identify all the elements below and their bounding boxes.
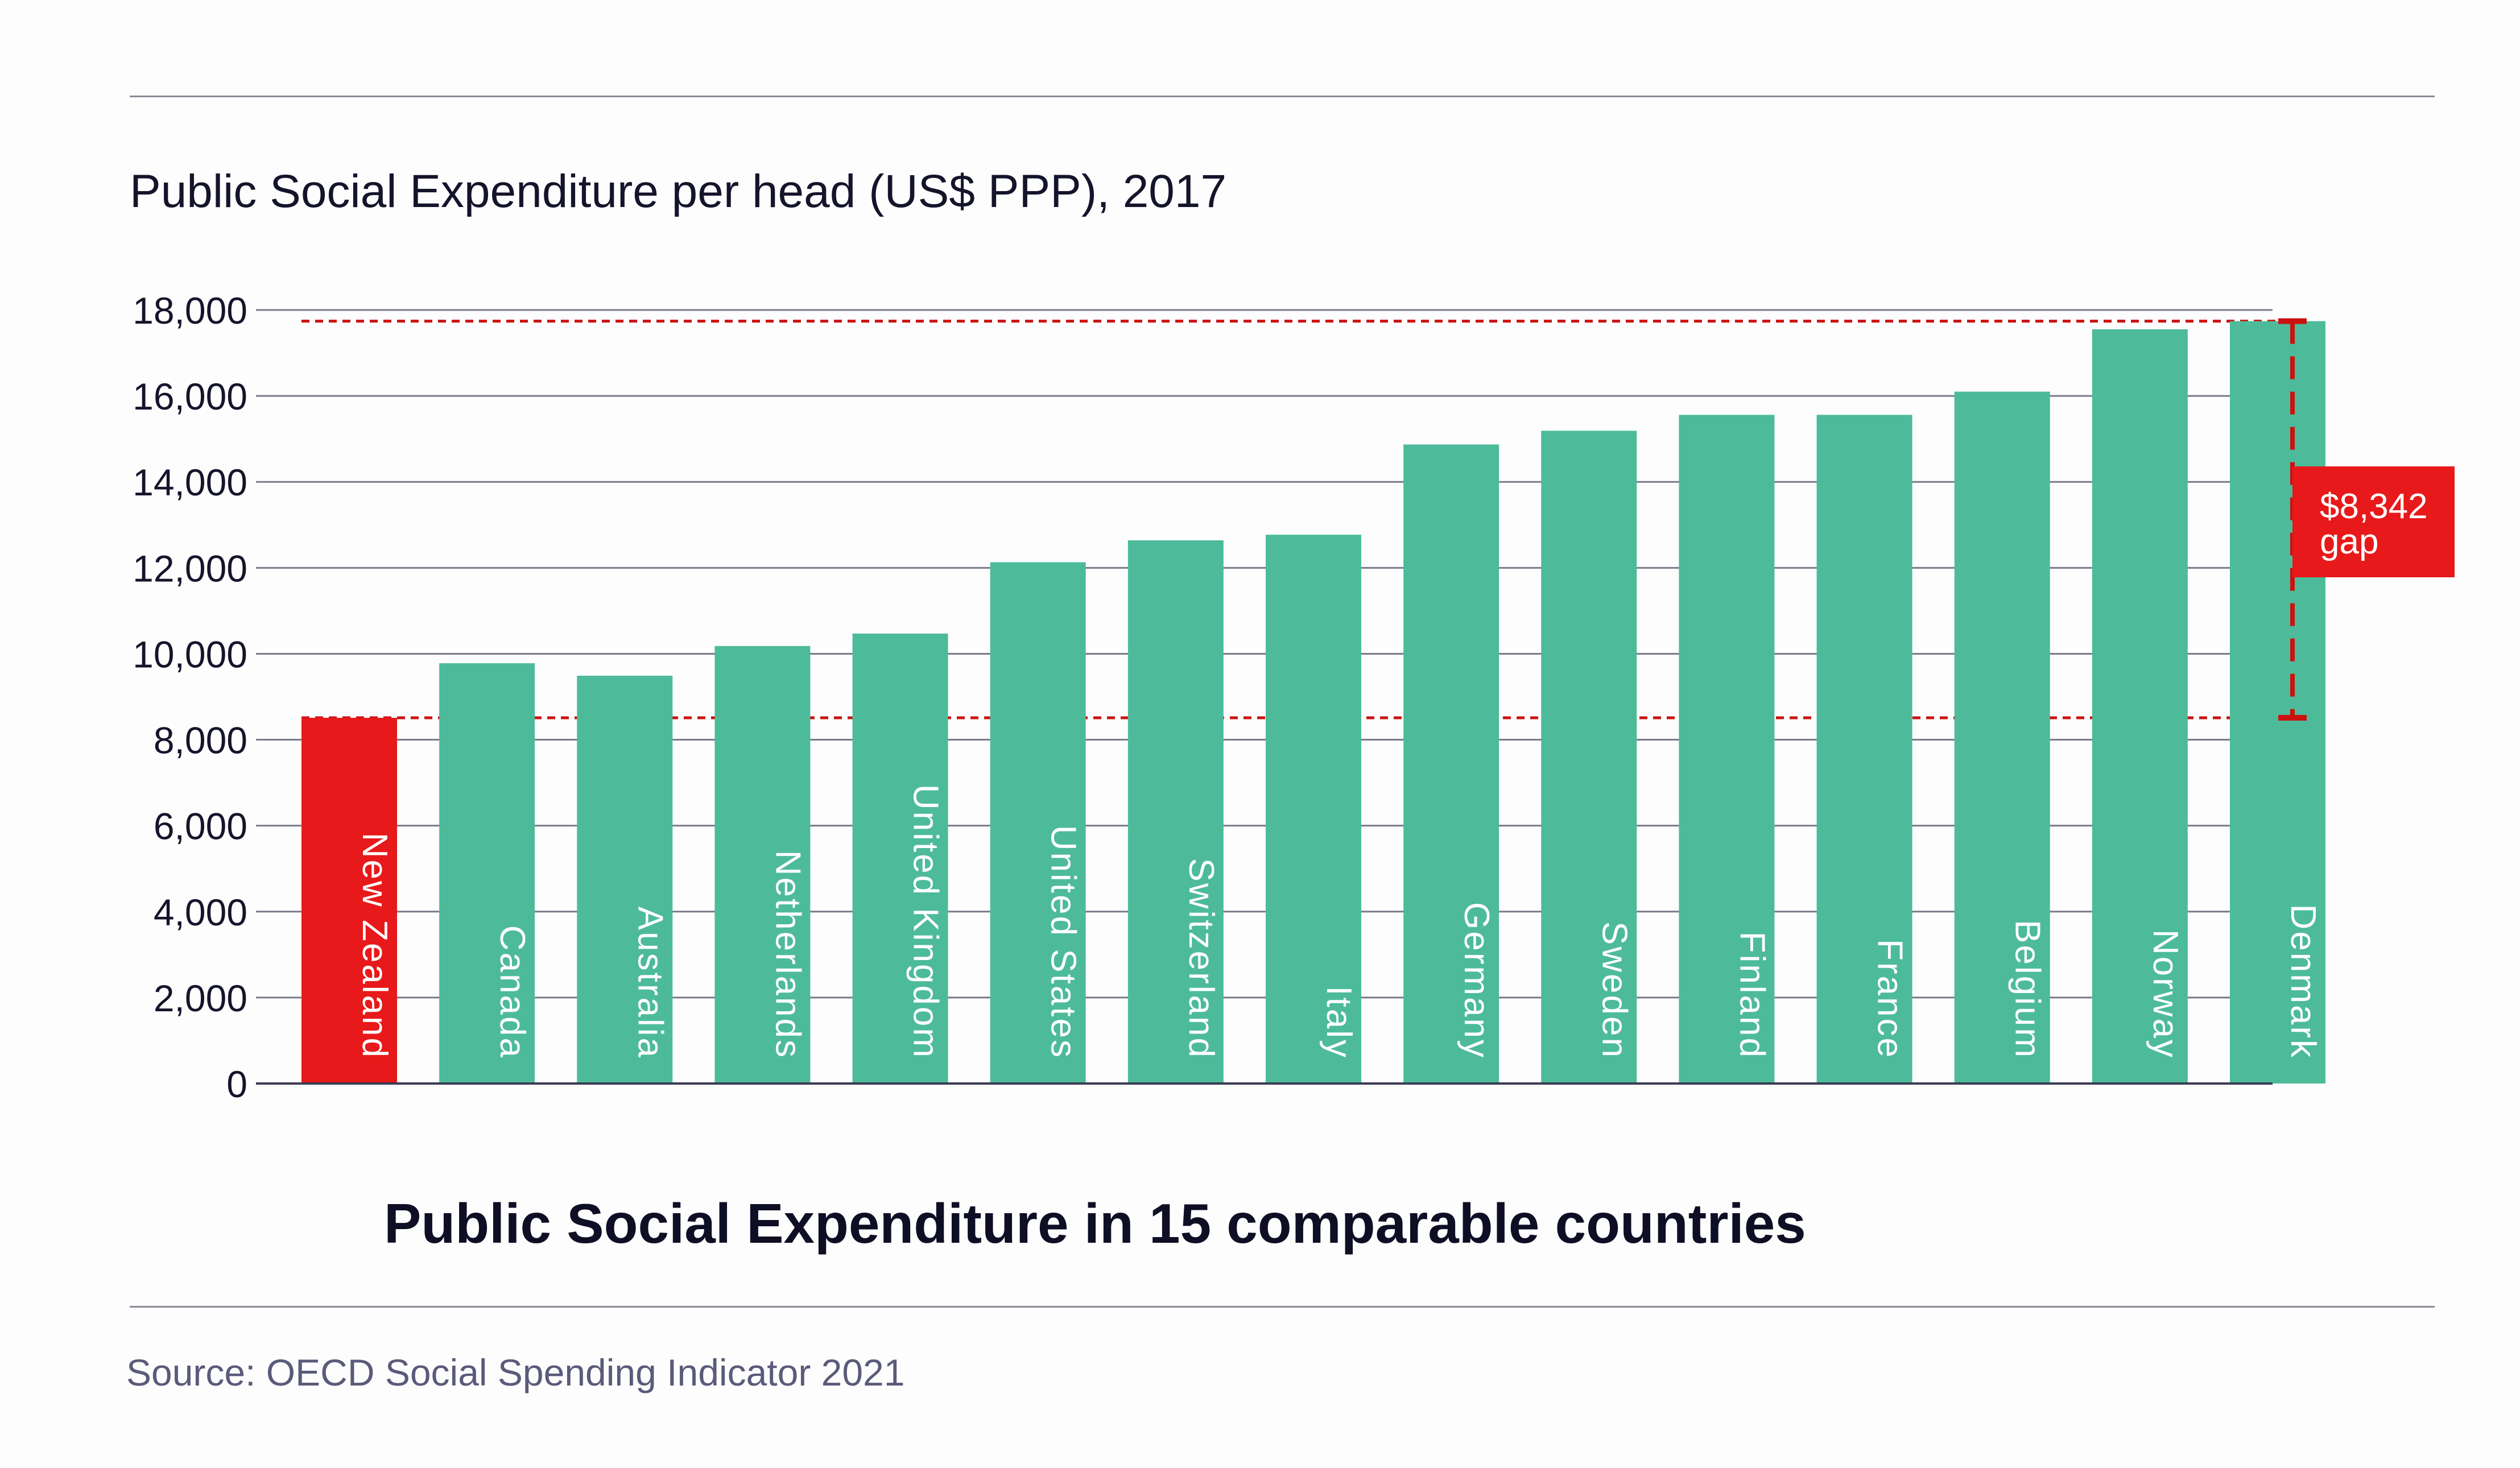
bar-label: Finland	[1732, 932, 1771, 1059]
bar-norway	[2092, 329, 2188, 1084]
bar-label: Canada	[493, 925, 532, 1059]
y-tick-label: 10,000	[133, 633, 247, 675]
y-tick-label: 14,000	[133, 461, 247, 503]
y-tick-label: 6,000	[154, 805, 247, 847]
bar-label: United Kingdom	[906, 784, 945, 1059]
gap-annotation: $8,342 gap	[2292, 466, 2455, 577]
y-tick-label: 12,000	[133, 547, 247, 589]
y-tick-label: 8,000	[154, 719, 247, 762]
bar-label: Australia	[630, 907, 670, 1059]
bar-sweden	[1541, 431, 1637, 1084]
bar-united-kingdom	[852, 633, 948, 1084]
bar-australia	[577, 675, 673, 1084]
gap-amount: $8,342	[2320, 487, 2428, 526]
bar-label: Switzerland	[1181, 858, 1221, 1059]
chart-subtitle: Public Social Expenditure per head (US$ …	[130, 166, 1227, 217]
y-tick-label: 0	[226, 1063, 247, 1105]
bar-belgium	[1954, 391, 2050, 1084]
bar-label: Denmark	[2283, 904, 2323, 1059]
bar-united-states	[990, 562, 1086, 1084]
bar-germany	[1403, 444, 1499, 1084]
bar-denmark	[2230, 321, 2325, 1084]
bar-label: Netherlands	[768, 850, 807, 1059]
chart-title: Public Social Expenditure in 15 comparab…	[384, 1192, 1806, 1255]
bar-label: Germany	[1457, 902, 1496, 1059]
y-tick-label: 16,000	[133, 375, 247, 417]
bottom-divider	[130, 1306, 2435, 1308]
top-divider	[130, 96, 2435, 97]
gap-word: gap	[2320, 522, 2379, 561]
bar-italy	[1266, 535, 1361, 1084]
bar-label: Belgium	[2008, 920, 2047, 1059]
source-note: Source: OECD Social Spending Indicator 2…	[126, 1351, 905, 1393]
bar-finland	[1679, 415, 1775, 1084]
bar-label: United States	[1044, 825, 1083, 1059]
bar-label: Italy	[1319, 986, 1358, 1059]
bar-new-zealand	[301, 718, 397, 1084]
bar-france	[1816, 415, 1912, 1084]
bar-label: France	[1870, 939, 1910, 1059]
bar-switzerland	[1127, 540, 1224, 1084]
bar-label: New Zealand	[355, 833, 394, 1059]
y-tick-label: 18,000	[133, 290, 247, 332]
y-tick-label: 2,000	[154, 977, 247, 1019]
y-tick-label: 4,000	[154, 891, 247, 933]
bar-label: Norway	[2146, 929, 2185, 1059]
bar-netherlands	[714, 646, 811, 1084]
bar-canada	[439, 663, 535, 1084]
bar-label: Sweden	[1594, 921, 1634, 1059]
